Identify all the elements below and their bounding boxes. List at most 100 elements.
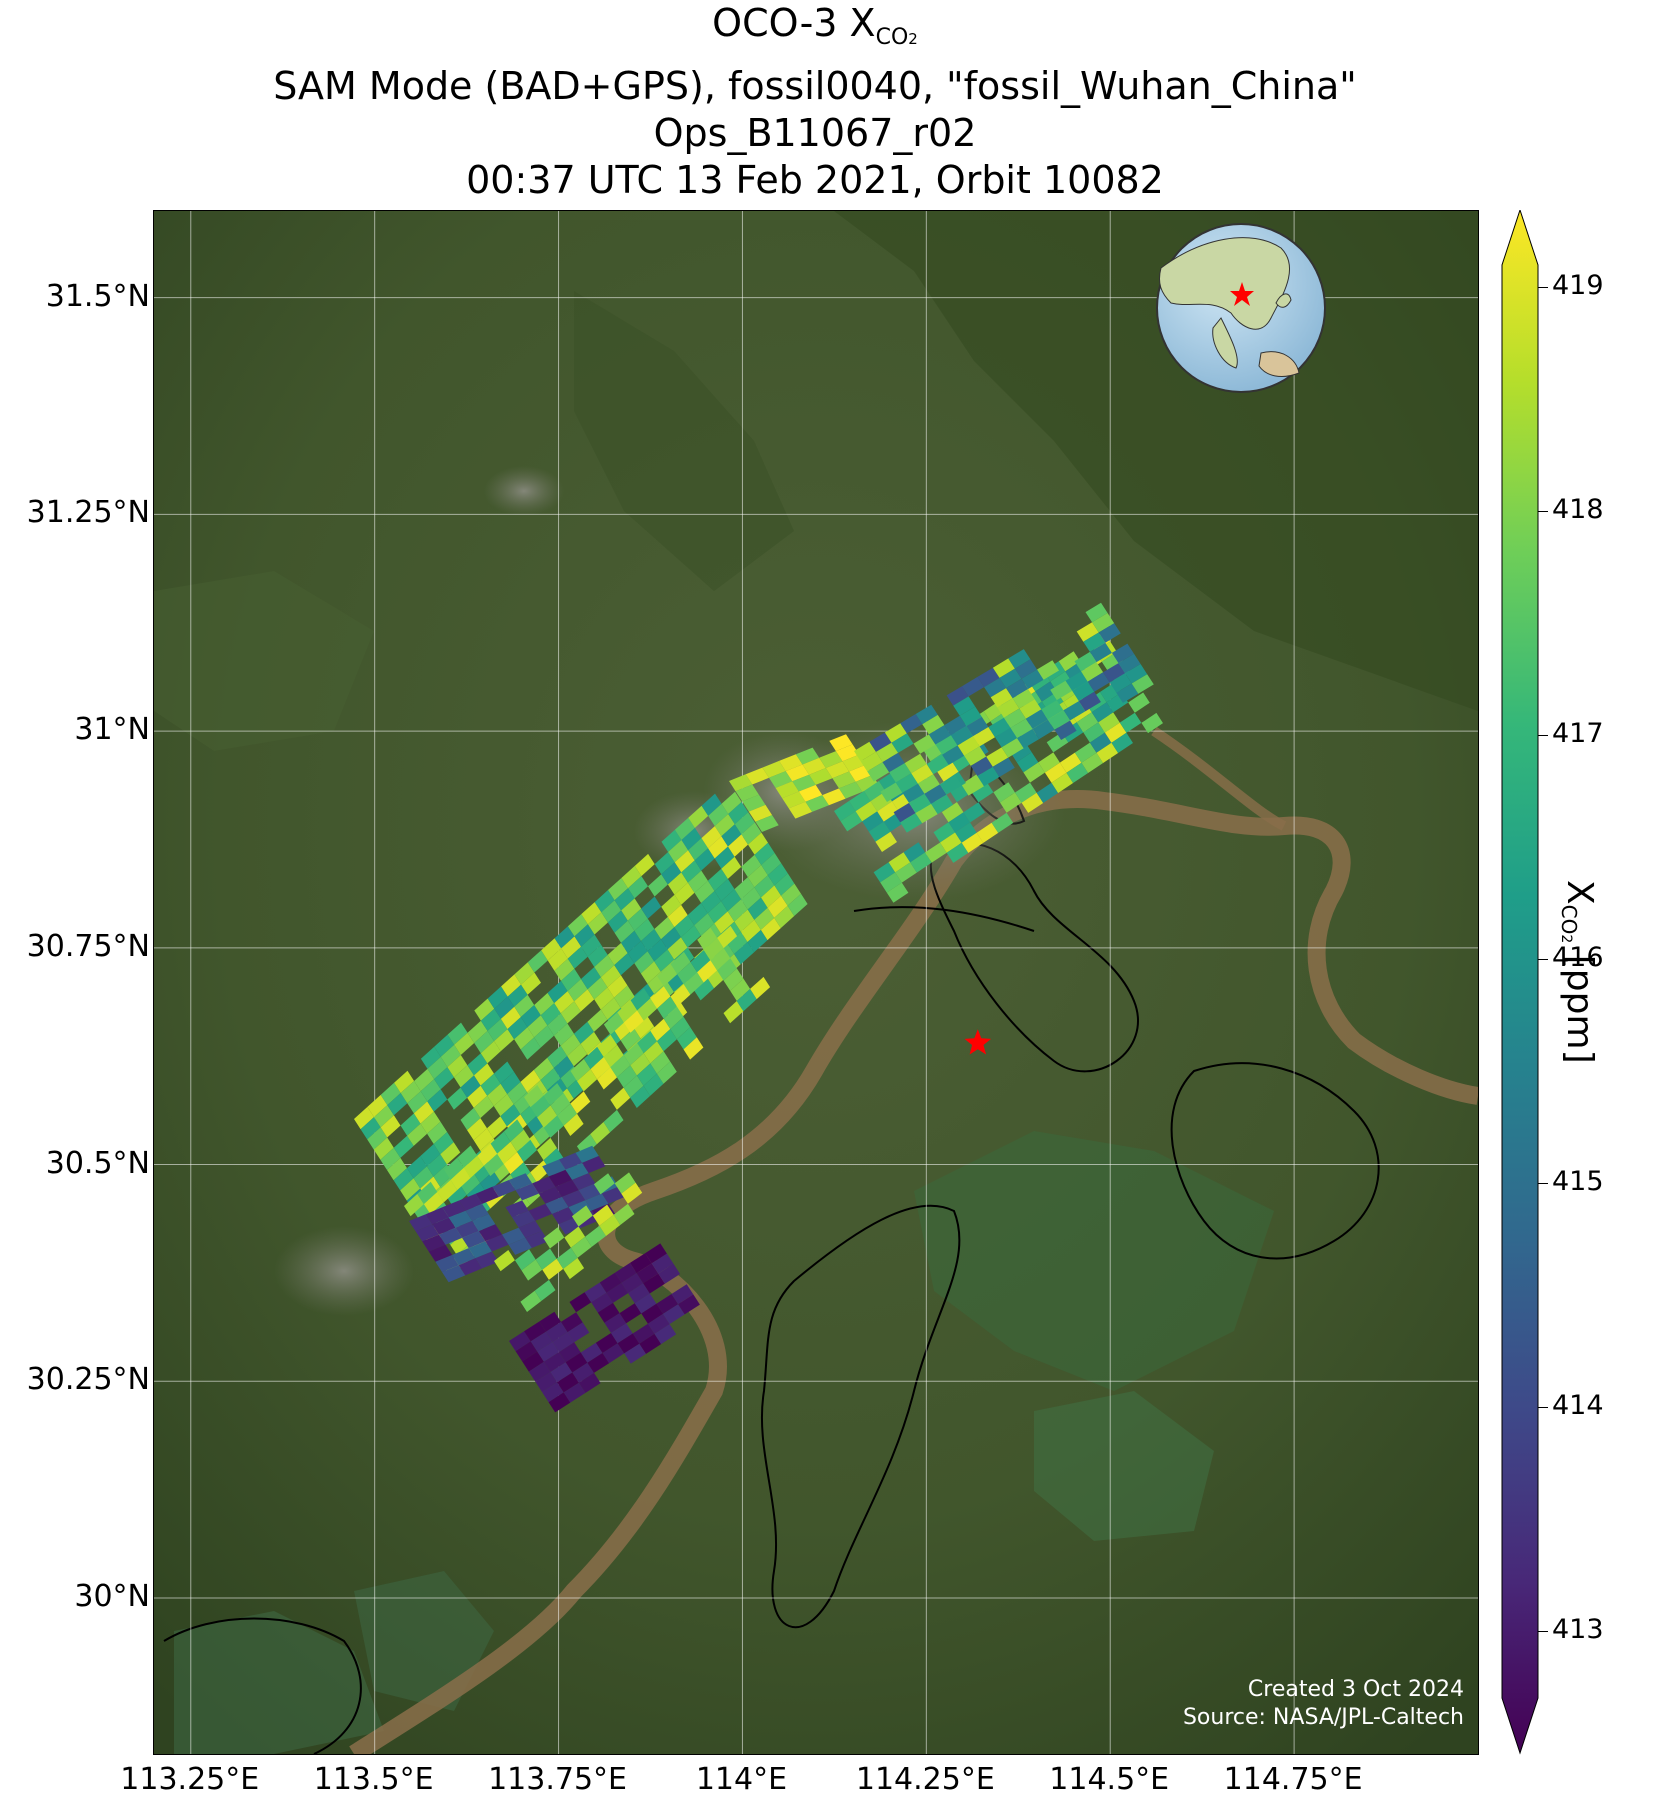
sounding-cell bbox=[514, 1027, 535, 1050]
sounding-cell bbox=[674, 817, 695, 840]
sounding-cell bbox=[578, 1372, 601, 1393]
sounding-cell bbox=[420, 1046, 441, 1069]
sounding-cell bbox=[517, 1139, 537, 1163]
sounding-cell bbox=[913, 734, 936, 754]
sounding-cell bbox=[520, 1037, 541, 1060]
sounding-cell bbox=[946, 686, 969, 706]
sounding-cell bbox=[521, 1259, 543, 1281]
sounding-cell bbox=[595, 1333, 618, 1353]
lon-tick-label: 113.5°E bbox=[313, 1762, 434, 1797]
sounding-cell bbox=[992, 658, 1015, 678]
sounding-cell bbox=[639, 1333, 662, 1354]
map-panel[interactable]: Created 3 Oct 2024 Source: NASA/JPL-Calt… bbox=[153, 210, 1479, 1755]
sounding-cell bbox=[617, 1333, 640, 1354]
sounding-cell bbox=[543, 1115, 564, 1138]
sounding-cell bbox=[767, 863, 788, 886]
sounding-cell bbox=[574, 924, 595, 947]
sounding-cell bbox=[1025, 709, 1048, 729]
sounding-cell bbox=[527, 950, 548, 973]
sounding-cell bbox=[427, 1089, 448, 1112]
sounding-cell bbox=[1078, 691, 1101, 712]
sounding-cell bbox=[1104, 722, 1127, 743]
colorbar-tick-mark bbox=[1538, 511, 1548, 513]
sounding-cell bbox=[607, 942, 628, 966]
sounding-cell bbox=[895, 862, 917, 883]
sounding-cell bbox=[623, 1075, 644, 1098]
sounding-cell bbox=[533, 1057, 554, 1081]
sounding-cell bbox=[467, 1085, 488, 1108]
sounding-cell bbox=[557, 1103, 577, 1126]
sounding-cell bbox=[1083, 632, 1106, 652]
sounding-cell bbox=[714, 911, 735, 934]
sounding-cell bbox=[747, 897, 768, 920]
sounding-cell bbox=[534, 1279, 556, 1301]
sounding-cell bbox=[676, 1027, 697, 1050]
sounding-cell bbox=[636, 1063, 657, 1086]
sounding-cell bbox=[621, 930, 641, 954]
lat-tick-label: 31°N bbox=[74, 712, 150, 748]
sounding-cell bbox=[432, 1217, 456, 1235]
sounding-cell bbox=[537, 1105, 558, 1128]
sounding-cell bbox=[728, 802, 749, 825]
sounding-cell bbox=[891, 733, 914, 753]
sounding-cell bbox=[1076, 712, 1099, 733]
sounding-cell bbox=[610, 1087, 631, 1110]
sounding-cell bbox=[580, 1342, 603, 1363]
sounding-cell bbox=[802, 757, 826, 775]
sounding-cell bbox=[530, 1331, 553, 1352]
sounding-cell bbox=[714, 878, 735, 902]
sounding-cell bbox=[457, 1145, 478, 1168]
sounding-cell bbox=[587, 977, 608, 1000]
sounding-cell bbox=[394, 1070, 415, 1093]
sounding-cell bbox=[354, 1106, 374, 1130]
sounding-cell bbox=[1021, 669, 1044, 689]
sounding-cell bbox=[610, 1055, 631, 1078]
sounding-cell bbox=[683, 972, 704, 995]
sounding-cell bbox=[977, 766, 1000, 787]
sounding-cell bbox=[522, 1351, 544, 1372]
sounding-cell bbox=[572, 1173, 596, 1191]
sounding-cell bbox=[465, 1203, 489, 1221]
sounding-cell bbox=[1054, 720, 1077, 740]
sounding-cell bbox=[561, 936, 582, 959]
sounding-cell bbox=[634, 853, 655, 877]
lat-tick-label: 30.75°N bbox=[26, 928, 150, 964]
sounding-cell bbox=[670, 951, 691, 975]
sounding-cell bbox=[650, 1051, 671, 1074]
sounding-cell bbox=[973, 727, 995, 747]
sounding-cell bbox=[427, 1056, 448, 1080]
sounding-cell bbox=[563, 1382, 586, 1403]
sounding-cell bbox=[591, 1292, 613, 1313]
lon-tick-label: 113.75°E bbox=[488, 1762, 628, 1797]
sounding-cell bbox=[835, 744, 860, 762]
sounding-cell bbox=[494, 1250, 515, 1272]
sounding-cell bbox=[961, 832, 984, 853]
sounding-cell bbox=[571, 1205, 593, 1227]
sounding-cell bbox=[1010, 742, 1032, 763]
sounding-cell bbox=[587, 1009, 608, 1032]
sounding-cell bbox=[414, 1068, 435, 1092]
sounding-cell bbox=[534, 992, 555, 1016]
sounding-cell bbox=[641, 929, 661, 952]
sounding-cell bbox=[880, 872, 902, 893]
sounding-cell bbox=[435, 1255, 459, 1272]
sounding-cell bbox=[959, 706, 982, 726]
sounding-cell bbox=[423, 1192, 444, 1215]
sounding-cell bbox=[515, 1183, 539, 1201]
sounding-cell bbox=[636, 1263, 659, 1284]
colorbar-tick-label: 417 bbox=[1552, 718, 1604, 750]
figure-title: OCO-3 XCO2 SAM Mode (BAD+GPS), fossil004… bbox=[0, 0, 1630, 204]
sounding-cell bbox=[697, 927, 718, 950]
sounding-cell bbox=[953, 696, 976, 716]
sounding-cell bbox=[1003, 708, 1026, 728]
sounding-cell bbox=[473, 1095, 494, 1119]
sounding-cell bbox=[584, 1282, 607, 1303]
globe-inset-icon bbox=[1156, 223, 1326, 393]
sounding-cell bbox=[990, 688, 1013, 708]
sounding-cell bbox=[889, 763, 912, 783]
sounding-cell bbox=[694, 880, 715, 903]
lake-outlines bbox=[163, 748, 1380, 1754]
sounding-cell bbox=[603, 1109, 624, 1133]
sounding-cell bbox=[1000, 792, 1022, 813]
sounding-cell bbox=[567, 1322, 590, 1343]
